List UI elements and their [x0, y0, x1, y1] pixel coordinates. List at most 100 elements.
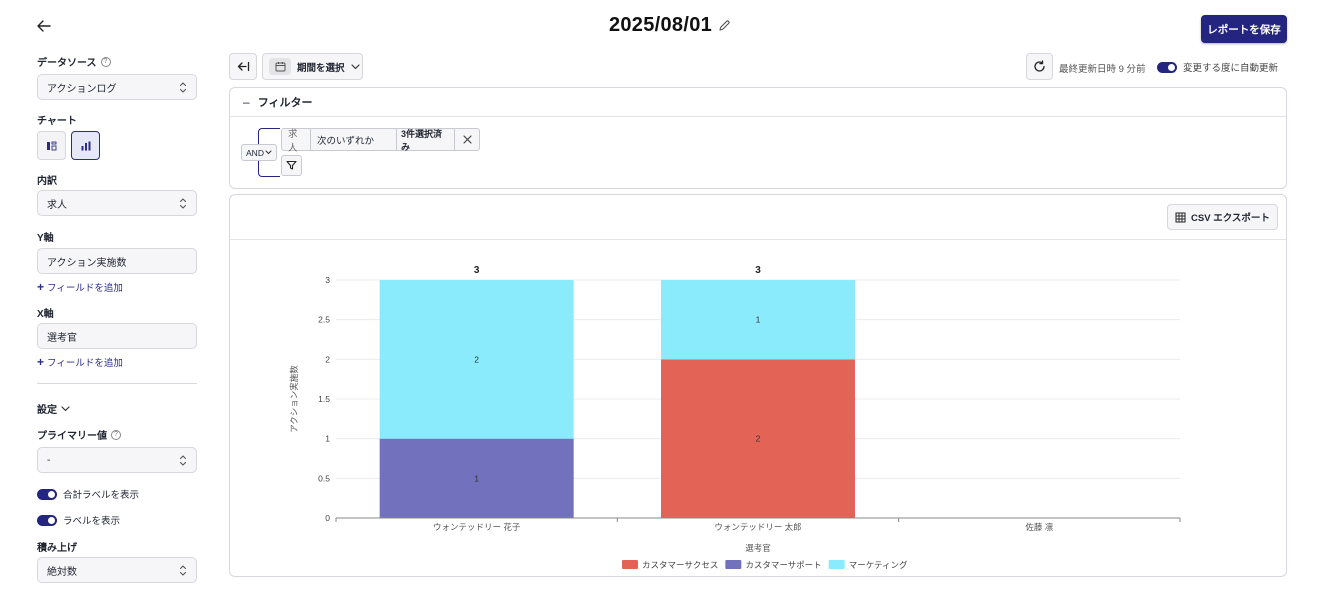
bar-chart-icon	[81, 141, 90, 150]
settings-label: 設定	[37, 405, 57, 416]
bar-chart-button[interactable]	[71, 131, 100, 160]
primary-value: -	[47, 454, 51, 466]
csv-export-label: CSV エクスポート	[1191, 213, 1270, 224]
auto-update-row: 変更する度に自動更新	[1157, 60, 1278, 74]
y-axis-value: アクション実施数	[47, 257, 127, 269]
x-add-field-link[interactable]: + フィールドを追加	[37, 355, 123, 369]
add-field-label: フィールドを追加	[47, 358, 123, 369]
chart-heading: チャート	[37, 116, 77, 127]
y-axis-field[interactable]: アクション実施数	[37, 248, 197, 274]
settings-toggle[interactable]: 設定	[37, 401, 70, 416]
calendar-icon	[269, 58, 291, 75]
condition-operator[interactable]: 次のいずれか	[311, 129, 397, 150]
logic-select[interactable]: AND	[241, 144, 277, 161]
show-labels-row: ラベルを表示	[37, 513, 120, 527]
legend-swatch	[725, 560, 742, 569]
chevron-down-icon	[265, 150, 272, 155]
x-axis-heading: X軸	[37, 309, 54, 320]
data-label: 2	[756, 434, 761, 444]
plus-icon: +	[37, 280, 45, 294]
bar-chart: 0 0.5 1 1.5 2 2.5 3 1 2 3 ウォンテッドリー 花子 2 1 3 ウォンテッドリー 太…	[289, 265, 1181, 570]
datasource-value: アクションログ	[47, 83, 117, 95]
refresh-button[interactable]	[1026, 53, 1053, 80]
condition-field[interactable]: 求人	[282, 129, 311, 154]
show-total-toggle[interactable]	[37, 488, 57, 500]
collapse-icon: –	[243, 95, 250, 109]
legend-swatch	[622, 560, 638, 569]
add-field-label: フィールドを追加	[47, 283, 123, 294]
x-tick-label: 佐藤 凛	[1025, 522, 1053, 532]
period-label: 期間を選択	[297, 62, 345, 74]
arrow-left-icon	[37, 20, 51, 32]
data-label: 2	[474, 354, 479, 364]
back-button[interactable]	[34, 16, 54, 36]
chevron-updown-icon	[179, 565, 187, 576]
chart-header: CSV エクスポート	[230, 195, 1286, 240]
legend-label: マーケティング	[849, 560, 908, 570]
y-axis-title: アクション実施数	[289, 365, 299, 433]
show-labels-toggle[interactable]	[37, 514, 57, 526]
show-labels-label: ラベルを表示	[63, 516, 121, 527]
auto-update-toggle[interactable]	[1157, 61, 1177, 73]
stack-heading: 積み上げ	[37, 543, 77, 554]
primary-select[interactable]: -	[37, 447, 197, 473]
period-select-button[interactable]: 期間を選択	[262, 53, 363, 80]
datasource-heading: データソース ?	[37, 54, 111, 69]
close-icon	[462, 135, 472, 144]
breakdown-heading: 内訳	[37, 176, 57, 187]
logic-value: AND	[246, 147, 264, 158]
y-add-field-link[interactable]: + フィールドを追加	[37, 280, 123, 294]
bar-segment	[661, 359, 855, 518]
y-tick-label: 2	[325, 354, 330, 364]
condition-value[interactable]: 3件選択済み	[397, 129, 455, 152]
data-label: 1	[474, 473, 479, 483]
pencil-icon[interactable]	[718, 19, 732, 33]
primary-heading: プライマリー値 ?	[37, 427, 121, 442]
help-icon[interactable]: ?	[111, 429, 121, 440]
page-title: 2025/08/01	[608, 14, 713, 36]
bar-segment	[661, 280, 855, 360]
table-chart-button[interactable]	[37, 131, 66, 160]
save-report-button[interactable]: レポートを保存	[1201, 15, 1287, 43]
legend-swatch	[828, 560, 845, 569]
chevron-updown-icon	[179, 455, 187, 466]
chevron-down-icon	[350, 63, 360, 69]
legend-label: カスタマーサポート	[745, 560, 821, 570]
primary-label: プライマリー値	[37, 431, 107, 442]
last-updated-text: 最終更新日時 9 分前	[1059, 64, 1146, 75]
chevron-updown-icon	[179, 82, 187, 93]
x-axis-value: 選考官	[47, 332, 77, 344]
y-tick-label: 1	[325, 434, 330, 444]
y-tick-label: 3	[325, 275, 330, 285]
datasource-select[interactable]: アクションログ	[37, 74, 197, 100]
plus-icon: +	[37, 355, 45, 369]
show-total-label: 合計ラベルを表示	[63, 490, 140, 501]
filter-header[interactable]: – フィルター	[230, 88, 1286, 117]
y-tick-label: 1.5	[318, 394, 330, 404]
arrow-left-bar-icon	[237, 61, 249, 72]
help-icon[interactable]: ?	[100, 56, 111, 67]
sidebar-divider	[37, 383, 197, 384]
y-tick-label: 0.5	[318, 473, 330, 483]
stack-value: 絶対数	[47, 566, 77, 578]
add-filter-button[interactable]	[281, 155, 302, 176]
breakdown-select[interactable]: 求人	[37, 190, 197, 216]
chevron-down-icon	[61, 405, 70, 411]
x-axis-title: 選考官	[745, 543, 771, 553]
chevron-updown-icon	[179, 198, 187, 209]
x-axis-field[interactable]: 選考官	[37, 323, 197, 349]
y-tick-label: 2.5	[318, 315, 330, 325]
stack-select[interactable]: 絶対数	[37, 557, 197, 583]
remove-condition-button[interactable]	[455, 129, 479, 150]
collapse-sidebar-button[interactable]	[229, 53, 257, 80]
show-total-row: 合計ラベルを表示	[37, 487, 139, 501]
chart-panel: CSV エクスポート 0 0.5 1 1.5 2 2.5 3 1 2 3 ウォンテッドリー 花子 2 1…	[229, 194, 1287, 577]
grid-icon	[1175, 212, 1186, 222]
data-label: 1	[756, 315, 761, 325]
csv-export-button[interactable]: CSV エクスポート	[1167, 204, 1278, 230]
filter-title: フィルター	[257, 97, 313, 109]
filter-panel: – フィルター AND 求人 次のいずれか 3件選択済み	[229, 87, 1287, 189]
table-icon	[46, 141, 56, 150]
x-tick-label: ウォンテッドリー 花子	[433, 522, 521, 532]
datasource-label: データソース	[37, 58, 97, 69]
